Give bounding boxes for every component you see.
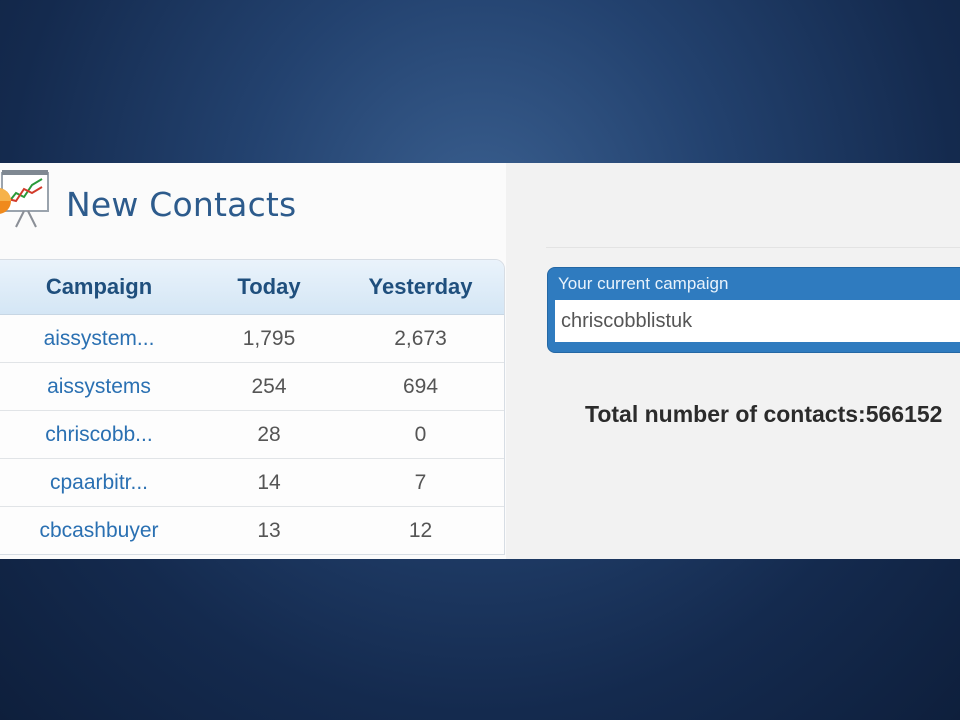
current-campaign-box: Your current campaign [547, 267, 960, 353]
dashboard-panel: New Contacts Campaign Today Yesterday ai… [0, 163, 960, 559]
table-row: aissystem... 1,795 2,673 [0, 315, 504, 363]
today-count: 13 [257, 518, 281, 542]
campaign-column-header[interactable]: Campaign [45, 274, 153, 299]
yesterday-count: 0 [414, 422, 427, 446]
widget-header: New Contacts [0, 163, 506, 257]
divider [546, 247, 960, 248]
today-count: 14 [257, 470, 281, 494]
campaign-link[interactable]: cpaarbitr... [49, 470, 149, 494]
table-header-row: Campaign Today Yesterday [0, 260, 504, 315]
widget-title: New Contacts [66, 185, 297, 224]
chart-presentation-icon [0, 170, 49, 228]
campaign-info-panel: Your current campaign Total number of co… [506, 163, 960, 559]
today-count: 28 [257, 422, 281, 446]
yesterday-count: 7 [414, 470, 427, 494]
total-contacts-text: Total number of contacts:566152 [585, 401, 943, 427]
table-row: cbcashbuyer 13 12 [0, 507, 504, 554]
yesterday-count: 694 [402, 374, 439, 398]
campaign-link[interactable]: aissystems [47, 374, 151, 398]
yesterday-count: 12 [408, 518, 433, 542]
current-campaign-label: Your current campaign [558, 274, 729, 293]
campaign-link[interactable]: aissystem... [43, 326, 155, 350]
campaign-link[interactable]: cbcashbuyer [39, 518, 159, 542]
today-column-header[interactable]: Today [237, 274, 301, 299]
today-count: 1,795 [242, 326, 296, 350]
campaign-link[interactable]: chriscobb... [45, 422, 153, 446]
table-row: aissystems 254 694 [0, 363, 504, 411]
current-campaign-input[interactable] [555, 300, 960, 342]
new-contacts-widget: New Contacts Campaign Today Yesterday ai… [0, 163, 506, 559]
today-count: 254 [251, 374, 287, 398]
yesterday-column-header[interactable]: Yesterday [368, 274, 473, 299]
contacts-table: Campaign Today Yesterday aissystem... 1,… [0, 259, 505, 555]
table-row: cpaarbitr... 14 7 [0, 459, 504, 507]
table-row: chriscobb... 28 0 [0, 411, 504, 459]
yesterday-count: 2,673 [394, 326, 447, 350]
